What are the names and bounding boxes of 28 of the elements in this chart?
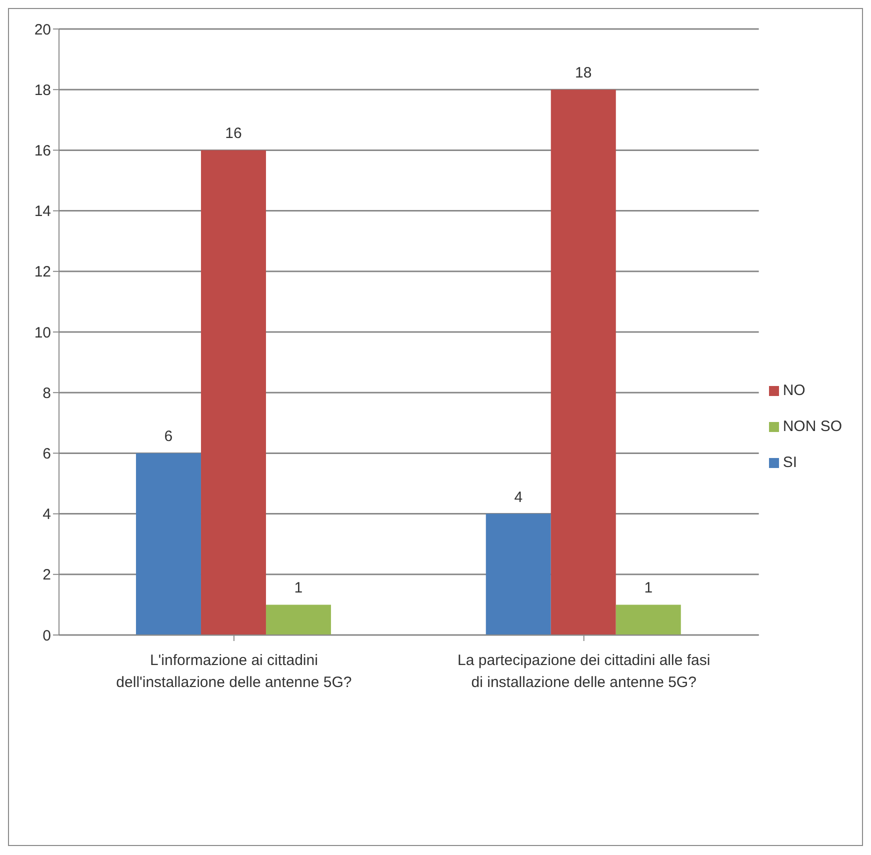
data-label: 6 bbox=[164, 428, 173, 446]
y-tick-label: 16 bbox=[34, 142, 51, 160]
bar bbox=[550, 90, 616, 635]
bar bbox=[486, 514, 551, 635]
legend-label: SI bbox=[782, 454, 797, 471]
data-label: 1 bbox=[644, 580, 653, 597]
y-tick-label: 12 bbox=[34, 264, 51, 281]
data-label: 4 bbox=[514, 488, 523, 506]
y-tick-label: 0 bbox=[42, 627, 51, 644]
bar bbox=[136, 453, 201, 635]
data-label: 16 bbox=[225, 125, 242, 142]
bar bbox=[616, 604, 681, 635]
x-tick-label: La partecipazione dei cittadini alle fasi di installazione delle antenne 5G? bbox=[458, 652, 710, 691]
data-label: 1 bbox=[294, 580, 303, 597]
y-tick-label: 8 bbox=[42, 384, 51, 402]
legend-label: NO bbox=[782, 382, 806, 399]
data-label: 18 bbox=[575, 64, 592, 82]
bar bbox=[200, 150, 266, 635]
y-tick-label: 2 bbox=[42, 566, 51, 584]
bar bbox=[266, 604, 331, 635]
legend-label: NON SO bbox=[782, 418, 842, 435]
y-tick-label: 14 bbox=[34, 203, 51, 220]
y-tick-label: 10 bbox=[34, 324, 51, 342]
x-tick-label: L'informazione ai cittadini dell'installazione delle antenne 5G? bbox=[116, 652, 352, 691]
y-tick-label: 18 bbox=[34, 82, 51, 99]
y-tick-label: 20 bbox=[34, 21, 51, 38]
y-tick-label: 4 bbox=[42, 506, 51, 524]
y-tick-label: 6 bbox=[42, 446, 51, 463]
